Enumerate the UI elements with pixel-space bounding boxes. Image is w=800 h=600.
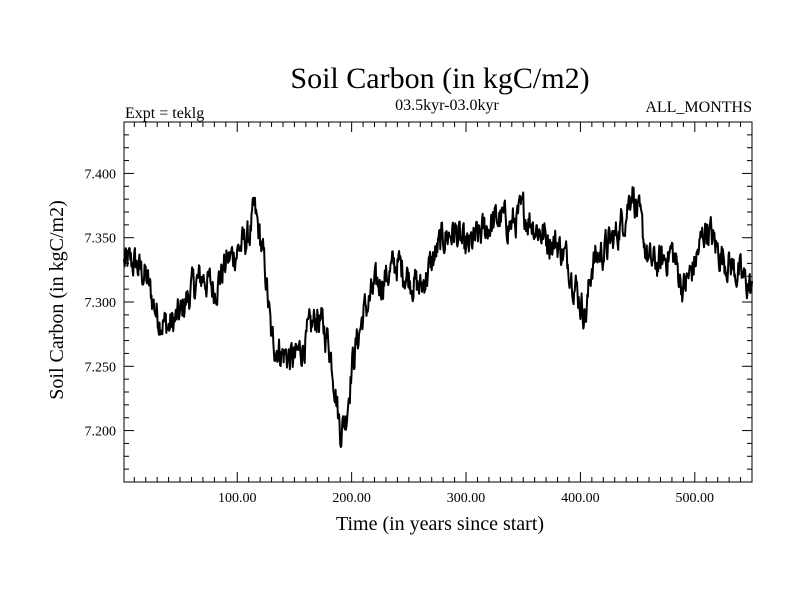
x-axis-label: Time (in years since start) xyxy=(336,513,544,535)
chart-title: Soil Carbon (in kgC/m2) xyxy=(290,62,589,95)
series-line-soil-carbon xyxy=(123,186,753,448)
x-tick-label: 300.00 xyxy=(447,491,486,506)
chart-subtitle-months: ALL_MONTHS xyxy=(645,99,752,116)
x-tick-label: 100.00 xyxy=(218,491,257,506)
x-tick-label: 200.00 xyxy=(332,491,371,506)
chart-subtitle-experiment: Expt = teklg xyxy=(125,105,204,122)
y-tick-label: 7.200 xyxy=(85,425,117,440)
y-axis-label: Soil Carbon (in kgC/m2) xyxy=(46,200,68,399)
y-tick-label: 7.300 xyxy=(85,296,117,311)
y-tick-label: 7.250 xyxy=(85,360,117,375)
x-tick-label: 500.00 xyxy=(676,491,715,506)
y-tick-label: 7.350 xyxy=(85,232,117,247)
axis-ticks xyxy=(124,122,753,482)
x-tick-labels: 100.00 200.00 300.00 400.00 500.00 xyxy=(218,491,714,506)
chart-subtitle-period: 03.5kyr-03.0kyr xyxy=(395,97,499,114)
y-tick-label: 7.400 xyxy=(85,167,117,182)
x-tick-label: 400.00 xyxy=(561,491,600,506)
y-tick-labels: 7.200 7.250 7.300 7.350 7.400 xyxy=(85,167,117,439)
